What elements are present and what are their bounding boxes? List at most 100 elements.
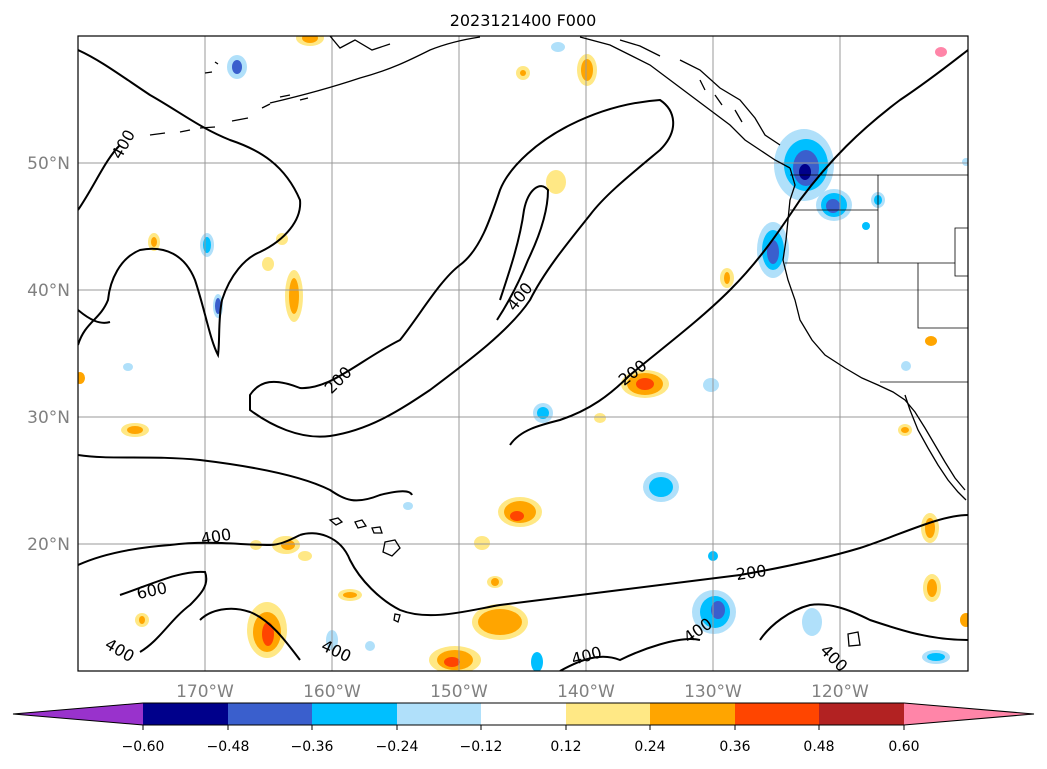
contour-400-tongue: [496, 185, 550, 321]
baja-coast: [904, 394, 967, 501]
warm-blob: [289, 278, 299, 314]
cold-blob: [365, 641, 375, 651]
contour-fragment: [78, 309, 111, 324]
us-west-coast: [782, 167, 966, 491]
warm-blob: [901, 427, 909, 433]
warm-blob: [478, 609, 522, 635]
colorbar-tick-label: −0.36: [291, 739, 334, 755]
warm-blob: [581, 59, 593, 81]
warm-blob: [491, 578, 499, 586]
contour-400-sw: [199, 607, 301, 661]
cold-blob: [802, 608, 822, 636]
lat-tick-label: 40°N: [27, 281, 70, 301]
cold-blob: [711, 601, 725, 619]
warm-blob: [960, 613, 968, 627]
colorbar-tick-label: −0.60: [122, 739, 165, 755]
contour-400-far-se: [759, 603, 968, 641]
cold-blob: [123, 363, 133, 371]
colorbar-tick-label: 0.24: [634, 739, 665, 755]
graticule: [78, 36, 968, 671]
warm-blob: [444, 657, 460, 667]
hawaii-island: [382, 539, 401, 557]
bc-islands: [699, 79, 743, 123]
cold-blob: [531, 652, 543, 671]
aleutian-islands: [149, 129, 191, 136]
hawaii-island: [371, 526, 383, 534]
cold-blob: [403, 502, 413, 510]
colorbar-segment: [228, 703, 312, 725]
warm-blob: [935, 47, 947, 57]
warm-blob: [78, 372, 85, 384]
colorbar-segment: [481, 703, 566, 725]
lon-tick-label: 150°W: [430, 682, 488, 702]
warm-blob: [927, 579, 937, 597]
contour-400-mid: [78, 454, 413, 502]
lon-tick-label: 130°W: [684, 682, 742, 702]
colorbar-tick-label: −0.12: [460, 739, 503, 755]
cold-blob: [901, 361, 911, 371]
colorbar-tick-marks: [142, 725, 905, 730]
colorbar: −0.60 −0.48 −0.36 −0.24 −0.12 0.12 0.24 …: [12, 702, 1035, 755]
cold-blob: [862, 222, 870, 230]
aleutian-islands: [204, 61, 219, 74]
cold-blob: [232, 60, 242, 74]
colorbar-segment: [819, 703, 904, 725]
height-contours: [78, 49, 968, 671]
contour-200-loop: [249, 98, 675, 438]
cold-blob: [826, 199, 840, 213]
hawaii-island: [354, 519, 368, 529]
contour-400-north: [78, 49, 302, 359]
lat-tick-label: 30°N: [27, 408, 70, 428]
warm-blob: [925, 336, 937, 346]
colorbar-tick-label: 0.60: [888, 739, 919, 755]
colorbar-tick-label: −0.24: [376, 739, 419, 755]
colorbar-tick-label: 0.36: [719, 739, 750, 755]
alaska-coast: [329, 36, 391, 51]
colorbar-segment: [650, 703, 735, 725]
contour-400-se: [559, 638, 701, 671]
alaska-coast: [269, 36, 481, 104]
contour-600: [119, 570, 208, 653]
warm-blob: [302, 36, 318, 43]
warm-blob: [127, 426, 143, 434]
contour-label: 200: [735, 561, 768, 584]
state-border: [954, 227, 968, 277]
cold-blob: [767, 240, 779, 264]
cold-blob: [551, 42, 565, 52]
colorbar-tick-label: 0.48: [803, 739, 834, 755]
lon-tick-label: 120°W: [811, 682, 869, 702]
contour-400-nw: [78, 144, 121, 211]
lon-axis: 170°W 160°W 150°W 140°W 130°W 120°W: [176, 682, 869, 702]
map-frame: [77, 35, 969, 672]
colorbar-tick-label: 0.12: [550, 739, 581, 755]
cold-blob: [215, 298, 221, 314]
lon-tick-label: 170°W: [176, 682, 234, 702]
small-island: [847, 631, 861, 647]
warm-blob: [510, 511, 524, 521]
colorbar-extend-low: [13, 703, 143, 725]
warm-blob: [298, 551, 312, 561]
coastlines: [149, 36, 967, 647]
lon-tick-label: 140°W: [557, 682, 615, 702]
colorbar-segment: [143, 703, 228, 725]
warm-blob: [151, 237, 157, 247]
cold-blob: [799, 164, 811, 180]
warm-blob: [724, 272, 730, 284]
lat-axis: 50°N 40°N 30°N 20°N: [27, 154, 70, 555]
colorbar-extend-high: [904, 703, 1034, 725]
warm-blob: [139, 616, 145, 624]
colorbar-segment: [566, 703, 650, 725]
map-title: 2023121400 F000: [450, 11, 597, 30]
lon-tick-label: 160°W: [303, 682, 361, 702]
colorbar-segment: [397, 703, 481, 725]
lat-tick-label: 20°N: [27, 535, 70, 555]
warm-blob: [546, 170, 566, 194]
cold-blob: [537, 407, 549, 419]
cold-blob: [703, 378, 719, 392]
warm-blob: [262, 622, 274, 646]
state-border: [917, 263, 968, 329]
contour-400-south: [78, 534, 301, 566]
warm-blob: [343, 592, 357, 598]
